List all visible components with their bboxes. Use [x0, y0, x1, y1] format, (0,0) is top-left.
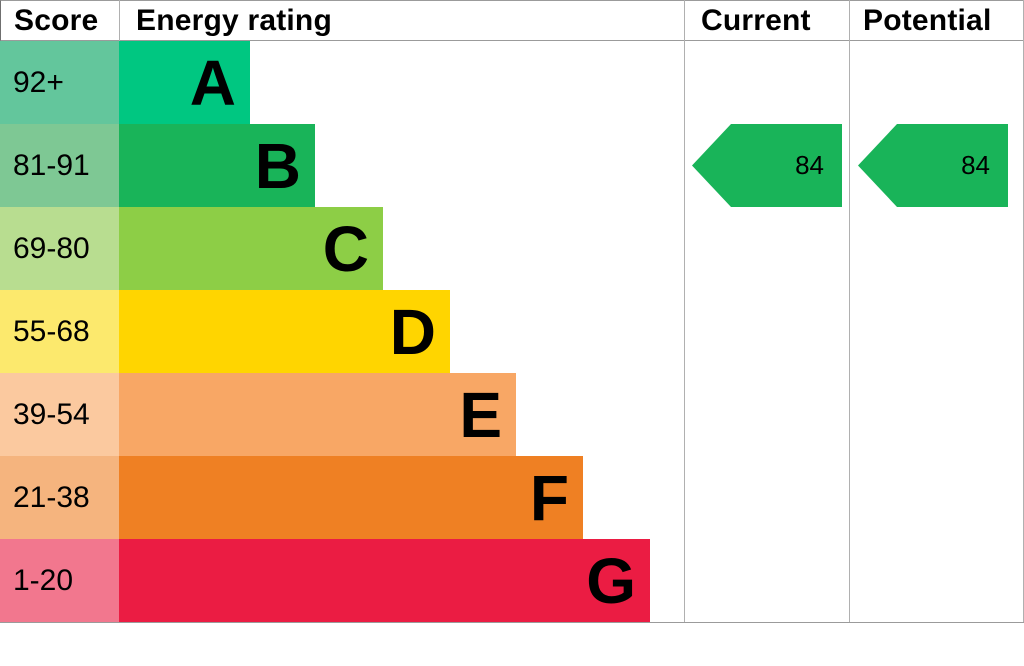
- column-divider-current: [684, 0, 685, 623]
- current-value: 84: [795, 150, 824, 180]
- rating-bar: A: [119, 41, 250, 124]
- score-cell: 81-91: [0, 124, 119, 207]
- band-letter: C: [322, 212, 369, 285]
- rating-bar: C: [119, 207, 383, 290]
- band-letter: F: [529, 461, 569, 534]
- band-letter: D: [389, 295, 436, 368]
- band-rows: 92+ A 81-91 B 69-80 C 55-68 D 39-54 E 21…: [0, 41, 1024, 622]
- score-label: 1-20: [13, 563, 74, 597]
- rating-bar: F: [119, 456, 583, 539]
- score-label: 69-80: [13, 231, 90, 265]
- band-letter: B: [254, 129, 301, 202]
- score-cell: 92+: [0, 41, 119, 124]
- rating-bar: E: [119, 373, 516, 456]
- score-cell: 69-80: [0, 207, 119, 290]
- score-label: 39-54: [13, 397, 90, 431]
- rating-bar: D: [119, 290, 450, 373]
- score-label: 81-91: [13, 148, 90, 182]
- band-row-g: 1-20 G: [0, 539, 1024, 622]
- band-row-f: 21-38 F: [0, 456, 1024, 539]
- header-current: Current: [701, 4, 811, 37]
- potential-value: 84: [961, 150, 990, 180]
- rating-bar: B: [119, 124, 315, 207]
- rating-bar: G: [119, 539, 650, 622]
- band-row-c: 69-80 C: [0, 207, 1024, 290]
- header-potential: Potential: [863, 4, 992, 37]
- header-score: Score: [14, 4, 99, 37]
- potential-arrow: 84: [858, 124, 1008, 207]
- column-divider-potential: [849, 0, 850, 623]
- score-cell: 1-20: [0, 539, 119, 622]
- band-letter: A: [189, 46, 236, 119]
- score-cell: 39-54: [0, 373, 119, 456]
- band-letter: E: [459, 378, 502, 451]
- score-label: 55-68: [13, 314, 90, 348]
- bottom-border: [0, 622, 1024, 623]
- score-label: 92+: [13, 65, 64, 99]
- band-row-d: 55-68 D: [0, 290, 1024, 373]
- band-row-b: 81-91 B: [0, 124, 1024, 207]
- band-letter: G: [586, 544, 636, 617]
- score-cell: 21-38: [0, 456, 119, 539]
- header-energy-rating: Energy rating: [136, 4, 332, 37]
- score-label: 21-38: [13, 480, 90, 514]
- band-row-a: 92+ A: [0, 41, 1024, 124]
- table-header: Score Energy rating Current Potential: [0, 0, 1024, 41]
- score-cell: 55-68: [0, 290, 119, 373]
- header-divider: [119, 0, 120, 41]
- band-row-e: 39-54 E: [0, 373, 1024, 456]
